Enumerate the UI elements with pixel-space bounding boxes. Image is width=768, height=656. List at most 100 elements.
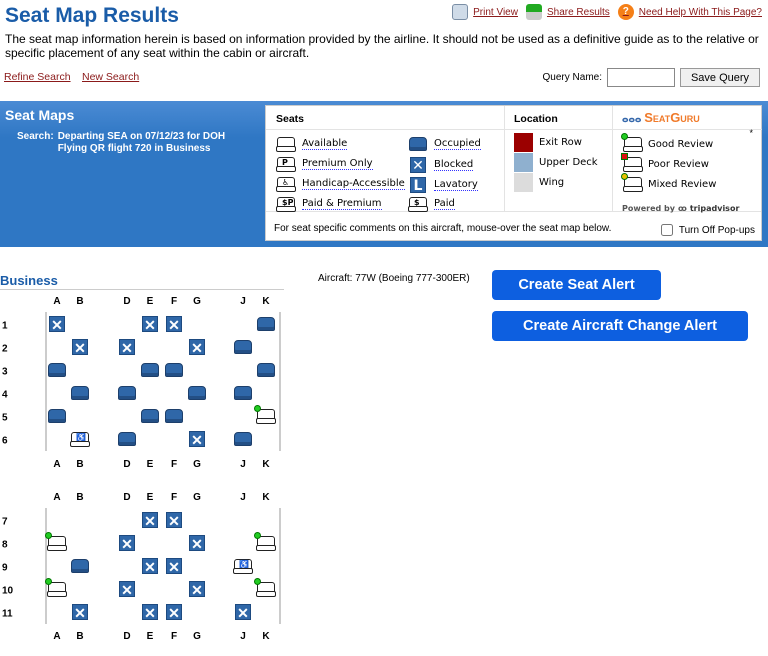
- available-seat-icon[interactable]: [45, 532, 67, 551]
- seat-7F[interactable]: ✕: [166, 512, 182, 529]
- seat-9F[interactable]: ✕: [166, 558, 182, 575]
- seat-9B[interactable]: [71, 559, 89, 573]
- occupied-seat-icon[interactable]: [188, 386, 206, 400]
- seat-1F[interactable]: ✕: [166, 316, 182, 333]
- create-aircraft-change-alert-button[interactable]: Create Aircraft Change Alert: [492, 311, 748, 341]
- seat-4B[interactable]: [71, 386, 89, 400]
- seat-2G[interactable]: ✕: [189, 339, 205, 356]
- seat-4J[interactable]: [234, 386, 252, 400]
- available-seat-icon[interactable]: [254, 578, 276, 597]
- seat-5K[interactable]: [254, 405, 276, 424]
- seat-8G[interactable]: ✕: [189, 535, 205, 552]
- seat-9J[interactable]: ♿: [233, 559, 253, 574]
- blocked-seat-icon[interactable]: ✕: [49, 316, 65, 333]
- seat-8D[interactable]: ✕: [119, 535, 135, 552]
- seat-4D[interactable]: [118, 386, 136, 400]
- occupied-seat-icon[interactable]: [141, 409, 159, 423]
- seat-10D[interactable]: ✕: [119, 581, 135, 598]
- seat-1E[interactable]: ✕: [142, 316, 158, 333]
- blocked-seat-icon[interactable]: ✕: [166, 512, 182, 529]
- seat-2D[interactable]: ✕: [119, 339, 135, 356]
- seat-1A[interactable]: ✕: [49, 316, 65, 333]
- blocked-seat-icon[interactable]: ✕: [142, 512, 158, 529]
- share-results-link[interactable]: Share Results: [525, 4, 610, 20]
- handicap-seat-icon[interactable]: ♿: [70, 432, 90, 447]
- seat-3A[interactable]: [48, 363, 66, 377]
- blocked-seat-icon[interactable]: ✕: [72, 339, 88, 356]
- occupied-seat-icon[interactable]: [118, 432, 136, 446]
- row-number: 4: [2, 389, 8, 401]
- review-dot-icon: [621, 153, 628, 160]
- seat-2J[interactable]: [234, 340, 252, 354]
- blocked-seat-icon[interactable]: ✕: [235, 604, 251, 621]
- occupied-seat-icon[interactable]: [48, 409, 66, 423]
- seat-5E[interactable]: [141, 409, 159, 423]
- occupied-seat-icon[interactable]: [165, 409, 183, 423]
- seat-3E[interactable]: [141, 363, 159, 377]
- blocked-seat-icon[interactable]: ✕: [119, 339, 135, 356]
- available-seat-icon[interactable]: [45, 578, 67, 597]
- seat-6D[interactable]: [118, 432, 136, 446]
- occupied-seat-icon[interactable]: [234, 386, 252, 400]
- occupied-seat-icon[interactable]: [48, 363, 66, 377]
- seat-2B[interactable]: ✕: [72, 339, 88, 356]
- query-name-input[interactable]: [607, 68, 675, 87]
- column-label: A: [53, 492, 61, 503]
- print-view-link[interactable]: Print View: [452, 4, 518, 20]
- seat-11F[interactable]: ✕: [166, 604, 182, 621]
- seat-8K[interactable]: [254, 532, 276, 551]
- handicap-seat-icon[interactable]: ♿: [233, 559, 253, 574]
- seat-11E[interactable]: ✕: [142, 604, 158, 621]
- save-query-button[interactable]: Save Query: [680, 68, 760, 87]
- blocked-seat-icon[interactable]: ✕: [142, 604, 158, 621]
- seat-7E[interactable]: ✕: [142, 512, 158, 529]
- refine-search-link[interactable]: Refine Search: [4, 71, 71, 83]
- seat-10K[interactable]: [254, 578, 276, 597]
- occupied-seat-icon[interactable]: [71, 559, 89, 573]
- seat-4G[interactable]: [188, 386, 206, 400]
- seat-5F[interactable]: [165, 409, 183, 423]
- occupied-seat-icon[interactable]: [257, 363, 275, 377]
- blocked-seat-icon[interactable]: ✕: [189, 431, 205, 448]
- help-link[interactable]: ? Need Help With This Page?: [617, 4, 762, 20]
- seat-6G[interactable]: ✕: [189, 431, 205, 448]
- turn-off-popups[interactable]: Turn Off Pop-ups: [660, 224, 755, 236]
- available-seat-icon[interactable]: [254, 532, 276, 551]
- seat-6J[interactable]: [234, 432, 252, 446]
- seat-10G[interactable]: ✕: [189, 581, 205, 598]
- new-search-link[interactable]: New Search: [82, 71, 140, 83]
- blocked-seat-icon[interactable]: ✕: [119, 581, 135, 598]
- seat-10A[interactable]: [45, 578, 67, 597]
- seat-9E[interactable]: ✕: [142, 558, 158, 575]
- blocked-seat-icon[interactable]: ✕: [189, 339, 205, 356]
- seat-1K[interactable]: [257, 317, 275, 331]
- seat-3K[interactable]: [257, 363, 275, 377]
- available-seat-icon[interactable]: [254, 405, 276, 424]
- blocked-seat-icon[interactable]: ✕: [189, 581, 205, 598]
- create-seat-alert-button[interactable]: Create Seat Alert: [492, 270, 661, 300]
- blocked-seat-icon[interactable]: ✕: [119, 535, 135, 552]
- blocked-seat-icon[interactable]: ✕: [166, 558, 182, 575]
- occupied-seat-icon[interactable]: [234, 432, 252, 446]
- blocked-seat-icon[interactable]: ✕: [166, 316, 182, 333]
- blocked-seat-icon[interactable]: ✕: [142, 558, 158, 575]
- occupied-seat-icon[interactable]: [257, 317, 275, 331]
- occupied-seat-icon[interactable]: [165, 363, 183, 377]
- occupied-seat-icon[interactable]: [71, 386, 89, 400]
- blocked-seat-icon[interactable]: ✕: [189, 535, 205, 552]
- occupied-seat-icon[interactable]: [234, 340, 252, 354]
- blocked-seat-icon[interactable]: ✕: [142, 316, 158, 333]
- turn-off-popups-checkbox[interactable]: [660, 224, 673, 236]
- seat-11J[interactable]: ✕: [235, 604, 251, 621]
- blocked-seat-icon[interactable]: ✕: [166, 604, 182, 621]
- seat-3F[interactable]: [165, 363, 183, 377]
- occupied-seat-icon[interactable]: [118, 386, 136, 400]
- seat-11B[interactable]: ✕: [72, 604, 88, 621]
- seat-8A[interactable]: [45, 532, 67, 551]
- seat-6B[interactable]: ♿: [70, 432, 90, 447]
- occupied-seat-icon[interactable]: [141, 363, 159, 377]
- blocked-seat-icon[interactable]: ✕: [72, 604, 88, 621]
- location-swatch: [514, 153, 533, 172]
- seat-5A[interactable]: [48, 409, 66, 423]
- column-label: E: [146, 296, 154, 307]
